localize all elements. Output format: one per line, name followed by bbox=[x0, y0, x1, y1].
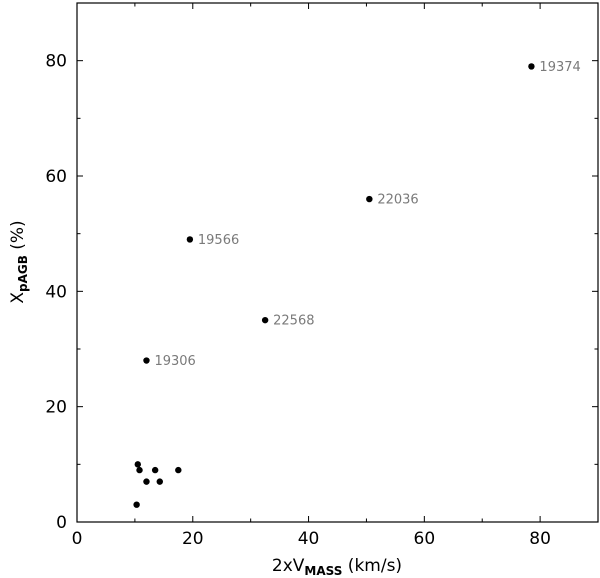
x-axis-label: 2xVMASS (km/s) bbox=[272, 556, 402, 578]
y-tick-label: 60 bbox=[45, 167, 67, 187]
data-point-label: 22568 bbox=[273, 314, 314, 329]
y-tick-label: 80 bbox=[45, 52, 67, 72]
data-point bbox=[175, 466, 182, 474]
data-point-label: 22036 bbox=[377, 193, 418, 208]
data-point bbox=[261, 316, 269, 324]
data-point bbox=[133, 501, 140, 508]
y-axis-label: XpAGB (%) bbox=[8, 220, 30, 303]
y-tick-label: 40 bbox=[45, 282, 67, 302]
y-tick-label: 20 bbox=[45, 398, 67, 418]
x-tick-label: 20 bbox=[182, 529, 204, 549]
data-point-label: 19566 bbox=[198, 233, 239, 248]
data-point bbox=[366, 195, 373, 203]
data-point bbox=[151, 466, 159, 474]
y-axis-ticks: 0 20 40 60 80 bbox=[45, 2, 598, 533]
data-point bbox=[186, 236, 194, 243]
x-tick-label: 80 bbox=[529, 529, 551, 549]
data-point bbox=[156, 478, 163, 485]
x-tick-label: 60 bbox=[414, 529, 436, 549]
data-point bbox=[528, 63, 535, 70]
plot-frame bbox=[76, 2, 599, 523]
x-tick-label: 40 bbox=[298, 529, 320, 549]
x-axis-ticks: 0 20 40 60 80 bbox=[72, 3, 599, 549]
data-point bbox=[143, 478, 150, 485]
data-point bbox=[143, 357, 150, 364]
data-point bbox=[136, 466, 143, 474]
data-point-label: 19306 bbox=[154, 354, 195, 369]
y-tick-label: 0 bbox=[56, 513, 67, 533]
data-points: 19374 22036 19566 22568 19306 bbox=[133, 60, 581, 508]
data-point-label: 19374 bbox=[539, 60, 580, 75]
data-point bbox=[134, 461, 141, 468]
x-tick-label: 0 bbox=[72, 529, 83, 549]
